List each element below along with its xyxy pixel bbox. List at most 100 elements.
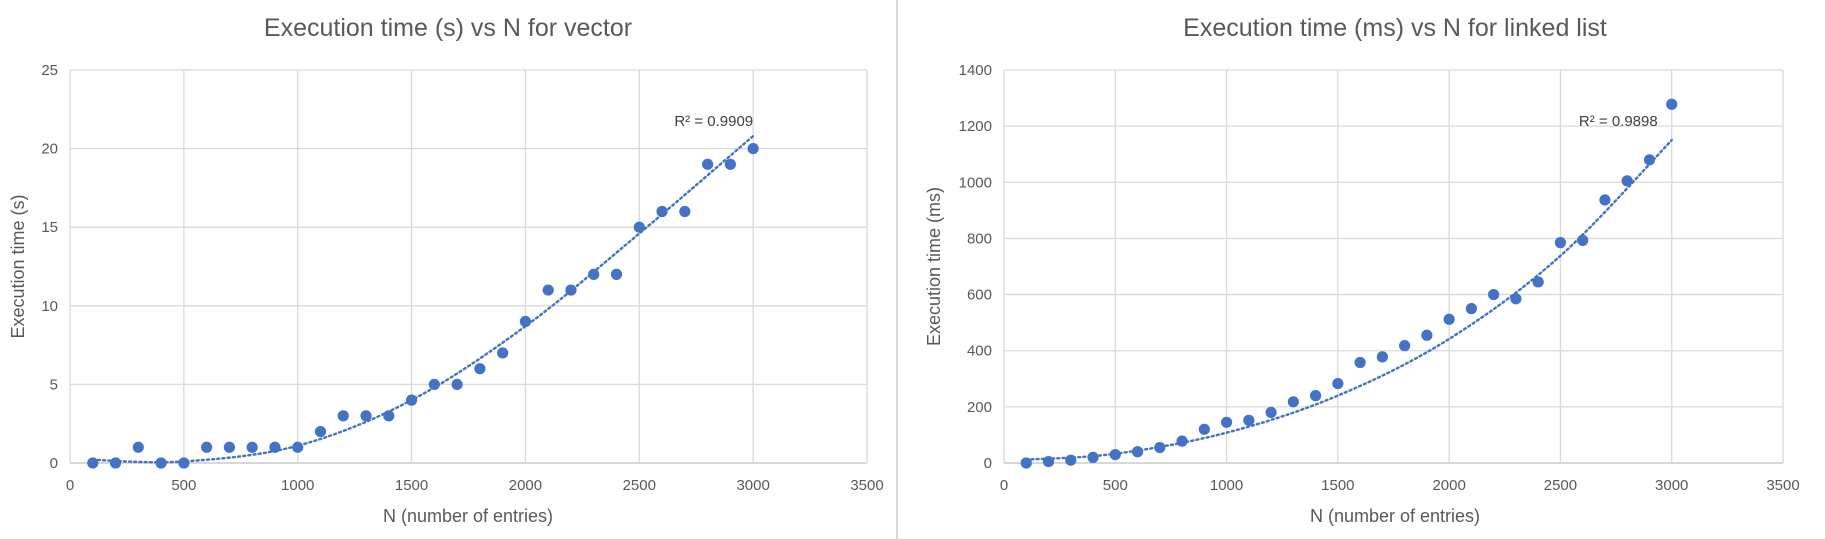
data-point <box>155 457 167 469</box>
vector-chart-panel: Execution time (s) vs N for vector 0 5 10 15… <box>0 0 896 539</box>
data-point <box>588 268 600 280</box>
data-point <box>87 457 99 469</box>
vector-chart: Execution time (s) vs N for vector 0 5 10 15… <box>8 14 884 526</box>
y-tick-label: 200 <box>967 399 992 416</box>
r-squared-label: R² = 0.9898 <box>1579 113 1658 130</box>
data-point <box>269 441 281 453</box>
y-axis-title: Execution time (ms) <box>924 187 944 346</box>
data-point <box>201 441 213 453</box>
data-point <box>679 205 691 218</box>
data-point <box>747 143 759 155</box>
x-tick-label: 0 <box>1000 477 1008 494</box>
x-axis-title: N (number of entries) <box>1310 506 1480 526</box>
linked-list-chart: Execution time (ms) vs N for linked list… <box>924 14 1800 526</box>
data-point <box>1577 234 1589 246</box>
data-point <box>223 441 235 453</box>
x-tick-label: 1000 <box>1210 477 1243 494</box>
data-point <box>1643 154 1656 166</box>
data-point <box>451 378 463 390</box>
data-point <box>1443 313 1455 325</box>
data-point <box>519 315 532 328</box>
data-point <box>633 221 645 233</box>
data-point <box>1198 423 1210 435</box>
chart-title: Execution time (s) vs N for vector <box>264 14 632 42</box>
y-tick-label: 400 <box>967 343 992 360</box>
data-point <box>1176 435 1188 447</box>
x-tick-label: 1500 <box>1321 477 1354 494</box>
data-point <box>428 378 440 390</box>
x-tick-label: 1500 <box>395 477 428 494</box>
data-point <box>1332 377 1344 390</box>
y-tick-label: 800 <box>967 230 992 247</box>
y-tick-label: 1400 <box>959 62 992 79</box>
x-tick-label: 3000 <box>736 477 769 494</box>
data-point <box>360 410 372 422</box>
data-point <box>656 205 668 218</box>
chart-title: Execution time (ms) vs N for linked list <box>1183 14 1607 42</box>
data-point <box>610 268 623 280</box>
data-point <box>565 284 577 296</box>
data-point <box>109 457 122 469</box>
gridlines <box>1003 69 1784 464</box>
data-point <box>1554 237 1567 249</box>
x-tick-label: 3500 <box>1766 477 1799 494</box>
data-point <box>497 347 509 359</box>
x-tick-label: 3000 <box>1655 477 1688 494</box>
data-point <box>1109 448 1121 461</box>
y-tick-label: 1200 <box>959 118 992 135</box>
data-point <box>314 425 327 438</box>
data-point <box>292 441 304 453</box>
data-point <box>542 284 554 296</box>
data-point <box>1465 303 1477 315</box>
x-tick-label: 2500 <box>1544 477 1577 494</box>
x-tick-label: 500 <box>171 477 196 494</box>
data-point <box>1243 414 1255 426</box>
data-point <box>246 441 258 453</box>
r-squared-label: R² = 0.9909 <box>674 113 753 130</box>
data-point <box>1510 293 1522 305</box>
y-tick-label: 10 <box>41 298 58 315</box>
data-point <box>1220 416 1233 428</box>
x-tick-label: 1000 <box>281 477 314 494</box>
data-point <box>1065 454 1077 466</box>
data-point <box>1287 396 1299 408</box>
data-point <box>1154 441 1166 454</box>
data-point <box>178 457 190 469</box>
data-point <box>1399 340 1411 352</box>
y-tick-label: 1000 <box>959 174 992 191</box>
chart-divider <box>896 0 898 539</box>
y-tick-label: 25 <box>41 62 58 79</box>
x-axis-title: N (number of entries) <box>383 506 553 526</box>
x-tick-label: 3500 <box>850 477 883 494</box>
data-point <box>1265 406 1277 419</box>
x-tick-label: 2000 <box>1432 477 1465 494</box>
data-point <box>1131 446 1144 458</box>
data-point <box>702 158 714 170</box>
data-point <box>1532 276 1544 288</box>
y-tick-label: 20 <box>41 141 58 158</box>
data-point <box>1087 451 1099 463</box>
y-tick-label: 600 <box>967 287 992 304</box>
data-point <box>383 410 395 422</box>
gridlines <box>69 69 868 464</box>
data-point <box>405 394 418 406</box>
y-tick-label: 5 <box>50 376 58 393</box>
data-point <box>1310 390 1322 402</box>
data-points <box>1020 98 1678 469</box>
polynomial-trendline <box>1025 138 1673 461</box>
y-axis-title: Execution time (s) <box>8 194 28 338</box>
data-point <box>1354 356 1366 369</box>
y-tick-label: 15 <box>41 219 58 236</box>
x-tick-label: 2500 <box>623 477 656 494</box>
data-point <box>1376 351 1388 363</box>
data-point <box>1488 288 1500 301</box>
polynomial-trendline <box>91 134 755 464</box>
data-point <box>474 363 486 375</box>
data-point <box>1599 194 1611 206</box>
x-tick-label: 0 <box>66 477 74 494</box>
data-point <box>1042 455 1055 468</box>
data-point <box>1020 457 1032 469</box>
y-tick-label: 0 <box>50 455 58 472</box>
x-tick-label: 2000 <box>509 477 542 494</box>
y-tick-label: 0 <box>984 455 992 472</box>
